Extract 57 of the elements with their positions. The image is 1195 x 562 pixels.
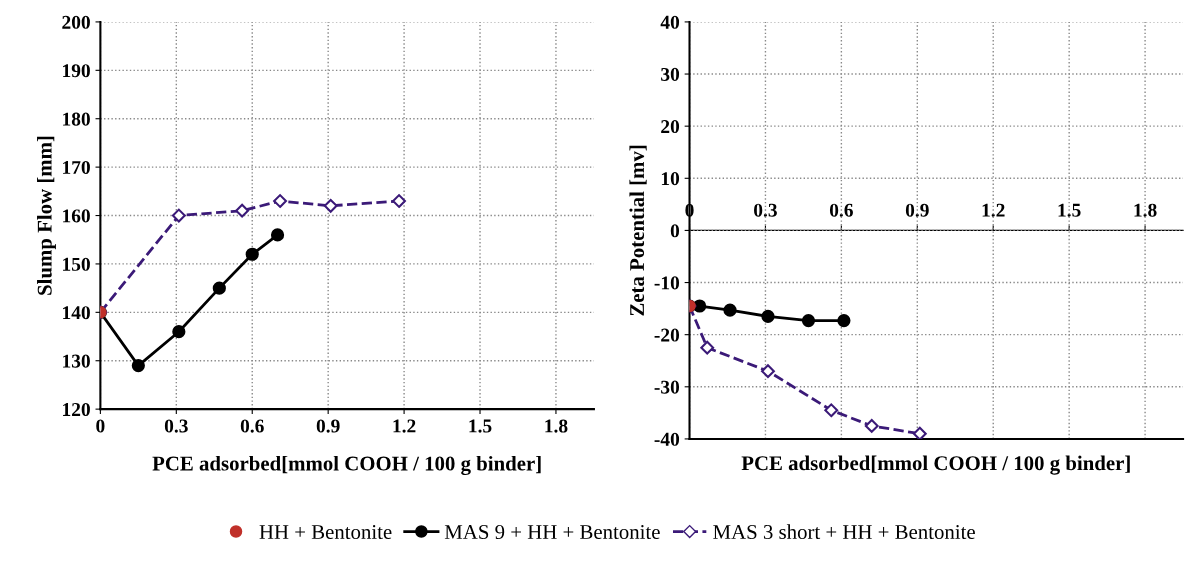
y-axis-title: Zeta Potential [mv] [629, 145, 647, 316]
point [273, 194, 288, 208]
point [864, 418, 879, 433]
y-tick-label: 170 [63, 160, 90, 175]
y-tick-label: 160 [63, 209, 90, 223]
point [837, 314, 851, 328]
x-axis-title: PCE adsorbed[mmol COOH / 100 g binder] [152, 455, 541, 475]
y-tick-label: -10 [654, 276, 680, 290]
point [761, 309, 775, 324]
y-tick-label: 130 [63, 354, 90, 368]
y-tick-label: -40 [654, 432, 680, 446]
point [323, 198, 338, 213]
x-tick-label: 1.5 [469, 419, 492, 433]
y-tick-label: 20 [661, 119, 680, 134]
y-tick-label: 150 [63, 257, 90, 271]
point [392, 194, 406, 208]
x-tick-label: 0.9 [316, 419, 340, 433]
x-tick-label: 1.2 [982, 203, 1005, 217]
y-tick-label: 40 [660, 15, 680, 29]
point [235, 203, 250, 218]
y-tick-label: 10 [661, 172, 680, 186]
y-axis-title: Slump Flow [mm] [37, 136, 56, 295]
point [172, 325, 186, 339]
legend-label: MAS 9 + HH + Bentonite [444, 525, 660, 540]
x-tick-label: 0.6 [829, 203, 853, 217]
x-tick-label: 0.9 [905, 203, 929, 217]
point [212, 281, 226, 295]
point [912, 426, 927, 439]
y-tick-label: 200 [62, 15, 90, 29]
x-tick-label: 1.8 [1134, 203, 1157, 217]
y-tick-label: 30 [661, 67, 680, 81]
point [245, 247, 259, 261]
legend-label: HH + Bentonite [259, 525, 392, 540]
point [700, 340, 715, 355]
y-tick-label: 140 [63, 306, 90, 320]
y-tick-label: 120 [63, 402, 90, 417]
x-tick-label: 0.3 [164, 419, 188, 433]
x-tick-label: 0 [96, 419, 105, 433]
y-tick-label: 180 [63, 112, 90, 126]
x-tick-label: 0.6 [240, 419, 264, 433]
y-tick-label: 190 [63, 64, 90, 78]
point [761, 364, 775, 379]
x-tick-label: 1.8 [545, 419, 568, 433]
x-tick-label: 1.2 [393, 419, 416, 433]
y-tick-label: 0 [670, 224, 680, 238]
point [171, 208, 186, 223]
y-tick-label: -20 [654, 328, 680, 342]
x-tick-label: 1.5 [1058, 203, 1081, 217]
point [723, 303, 737, 317]
x-tick-label: 0.3 [754, 203, 777, 217]
point [824, 403, 839, 418]
point [801, 314, 816, 328]
x-axis-title: PCE adsorbed[mmol COOH / 100 g binder] [741, 455, 1130, 475]
y-tick-label: -30 [654, 380, 680, 394]
point [131, 358, 145, 373]
point [270, 228, 285, 242]
legend-label: MAS 3 short + HH + Bentonite [713, 524, 975, 540]
